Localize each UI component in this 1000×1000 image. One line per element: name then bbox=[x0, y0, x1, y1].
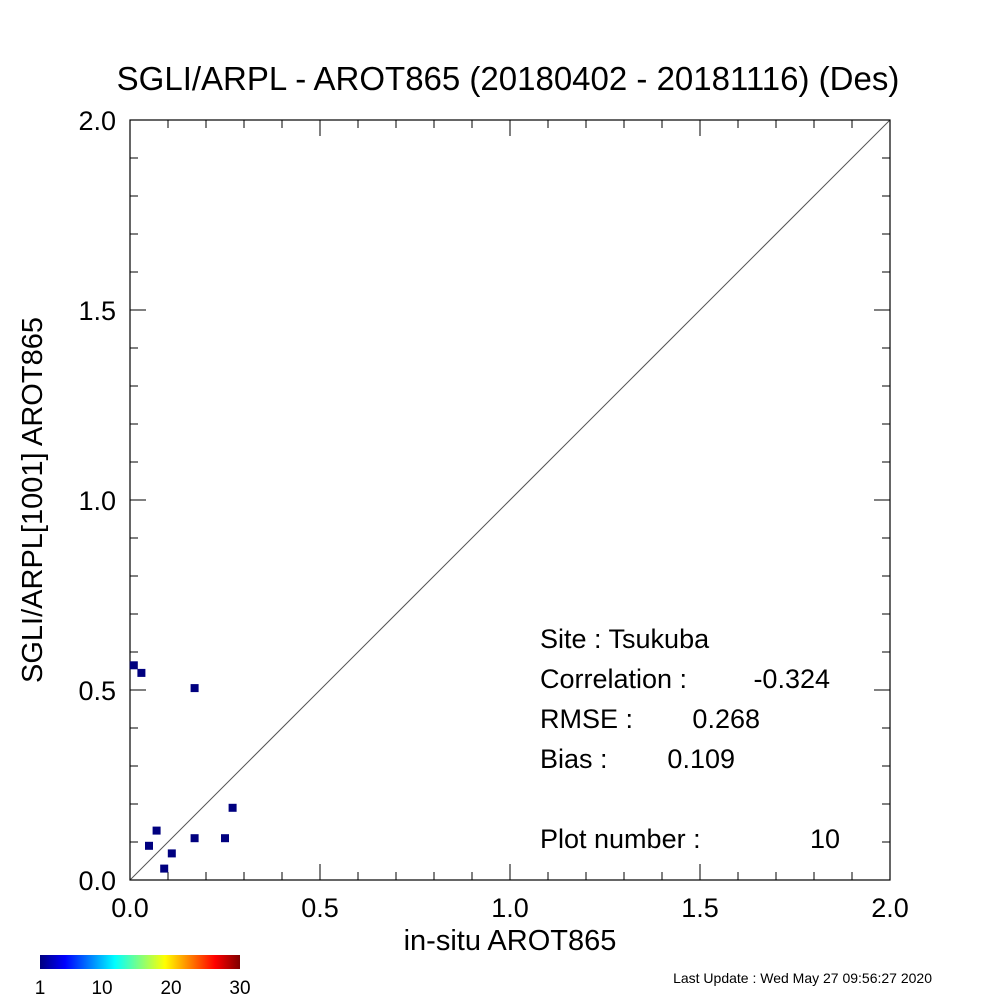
colorbar-tick-labels: 1 10 20 30 bbox=[35, 978, 251, 999]
x-tick-label: 1.5 bbox=[681, 893, 719, 923]
x-axis-label: in-situ AROT865 bbox=[404, 925, 617, 957]
one-to-one-line bbox=[129, 119, 891, 881]
stats-box: Site : Tsukuba Correlation : -0.324 RMSE : 0… bbox=[540, 624, 840, 854]
stat-value: -0.324 bbox=[753, 664, 830, 694]
colorbar bbox=[40, 955, 240, 969]
colorbar-tick-label: 10 bbox=[91, 978, 112, 999]
last-update-text: Last Update : Wed May 27 09:56:27 2020 bbox=[673, 970, 932, 986]
x-tick-label: 2.0 bbox=[871, 893, 909, 923]
data-point bbox=[167, 849, 176, 858]
colorbar-tick-label: 30 bbox=[229, 978, 250, 999]
x-tick-label: 1.0 bbox=[491, 893, 529, 923]
data-point bbox=[160, 864, 169, 873]
data-point bbox=[152, 826, 161, 835]
stat-label: Plot number : bbox=[540, 824, 701, 854]
chart-title: SGLI/ARPL - AROT865 (20180402 - 20181116… bbox=[117, 60, 900, 97]
x-tick-label: 0.0 bbox=[111, 893, 149, 923]
y-tick-label: 1.0 bbox=[78, 486, 116, 516]
data-point bbox=[221, 834, 229, 843]
y-tick-label: 0.5 bbox=[78, 676, 116, 706]
x-tick-label: 0.5 bbox=[301, 893, 339, 923]
y-tick-label: 2.0 bbox=[78, 106, 116, 136]
data-point bbox=[137, 668, 146, 677]
stat-label: RMSE : bbox=[540, 704, 633, 734]
stat-value: 0.268 bbox=[692, 704, 760, 734]
stat-label: Correlation : bbox=[540, 664, 687, 694]
stat-label: Site : Tsukuba bbox=[540, 624, 710, 654]
colorbar-tick-label: 1 bbox=[35, 978, 46, 999]
y-axis-label: SGLI/ARPL[1001] AROT865 bbox=[17, 317, 49, 683]
stat-label: Bias : bbox=[540, 744, 608, 774]
data-point bbox=[145, 841, 153, 850]
y-tick-label: 1.5 bbox=[78, 296, 116, 326]
data-points bbox=[129, 661, 237, 873]
stat-value: 10 bbox=[810, 824, 840, 854]
data-point bbox=[129, 661, 138, 670]
data-point bbox=[228, 803, 237, 812]
x-tick-labels: 0.0 0.5 1.0 1.5 2.0 bbox=[111, 893, 909, 923]
data-point bbox=[190, 684, 199, 693]
axis-ticks bbox=[129, 119, 891, 881]
y-tick-labels: 0.0 0.5 1.0 1.5 2.0 bbox=[78, 106, 116, 896]
data-point bbox=[190, 834, 199, 843]
colorbar-tick-label: 20 bbox=[160, 978, 181, 999]
stat-value: 0.109 bbox=[667, 744, 735, 774]
y-tick-label: 0.0 bbox=[78, 866, 116, 896]
